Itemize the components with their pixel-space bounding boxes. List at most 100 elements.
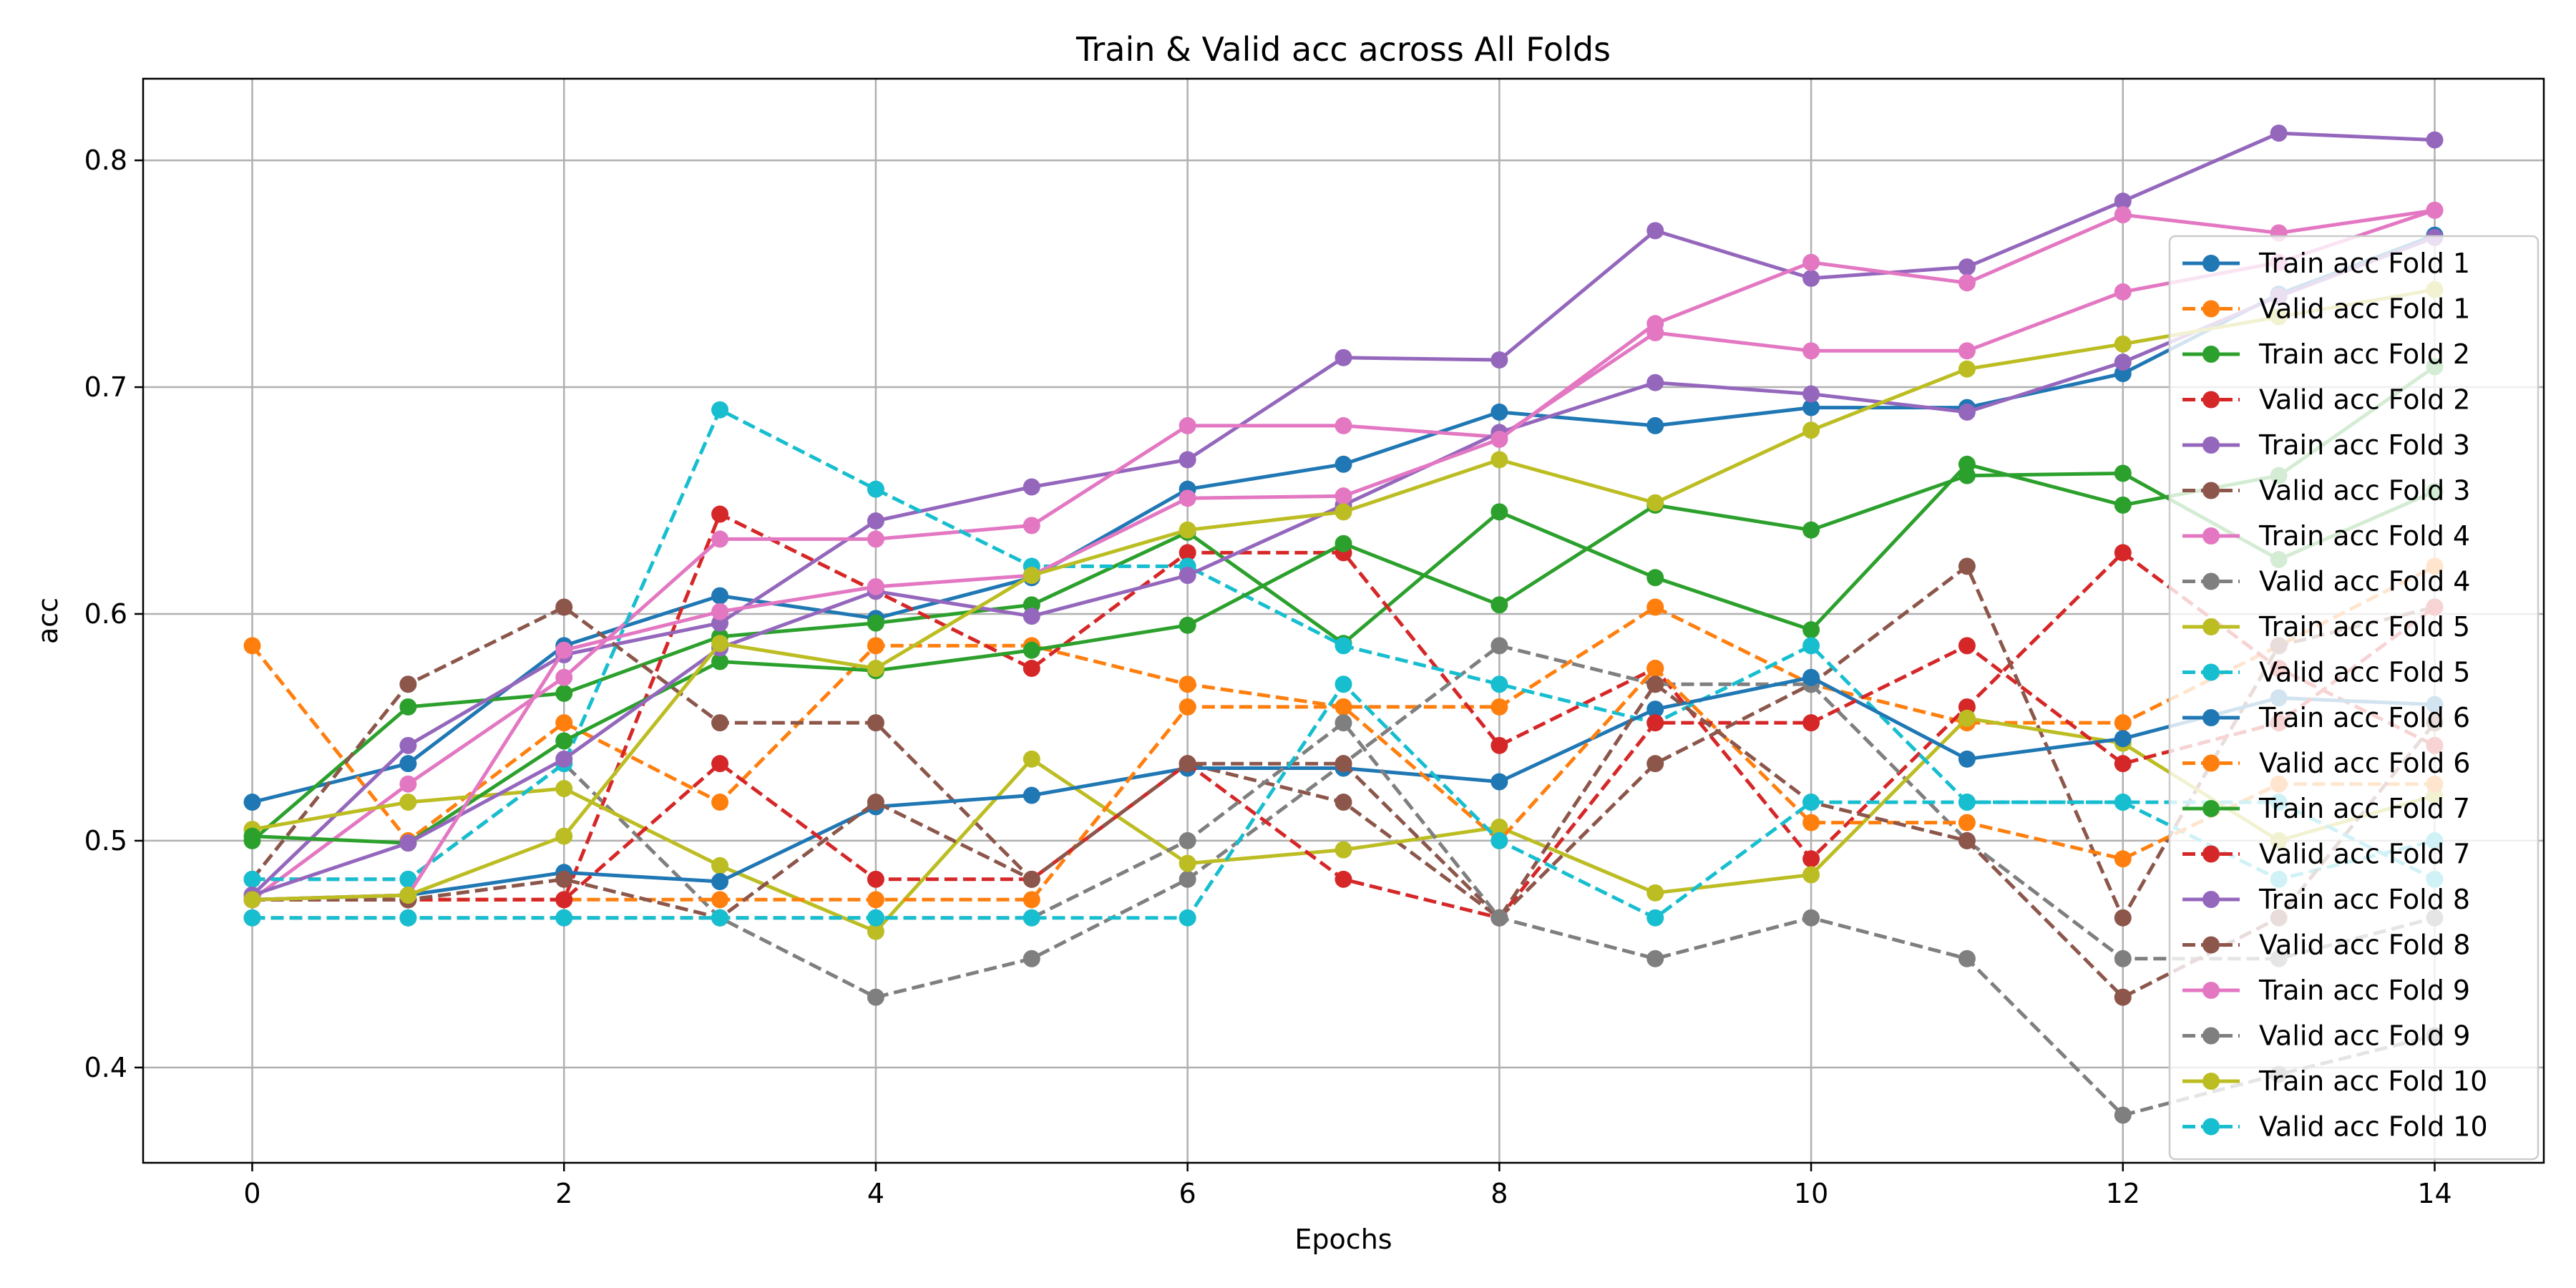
data-point <box>1802 421 1820 439</box>
legend-marker <box>2202 663 2220 681</box>
x-tick-label: 10 <box>1794 1178 1828 1209</box>
data-point <box>2114 755 2132 773</box>
data-point <box>1023 641 1040 659</box>
data-point <box>1802 269 1820 287</box>
data-point <box>2114 714 2132 732</box>
data-point <box>1491 503 1508 521</box>
data-point <box>1646 755 1664 773</box>
data-point <box>1491 831 1508 849</box>
data-point <box>1958 750 1976 768</box>
data-point <box>1646 416 1664 434</box>
data-point <box>1491 596 1508 614</box>
data-point <box>1335 487 1352 505</box>
data-point <box>399 675 417 693</box>
data-point <box>555 684 573 702</box>
series-layer <box>243 125 2444 1124</box>
legend-label: Valid acc Fold 6 <box>2259 748 2470 779</box>
data-point <box>243 637 261 655</box>
data-point <box>711 872 729 890</box>
legend-label: Valid acc Fold 7 <box>2259 839 2470 870</box>
chart-title: Train & Valid acc across All Folds <box>1075 30 1611 69</box>
legend-marker <box>2202 936 2220 954</box>
data-point <box>711 653 729 670</box>
data-point <box>1335 348 1352 366</box>
data-point <box>1179 416 1196 434</box>
data-point <box>1802 637 1820 655</box>
x-tick-label: 0 <box>243 1178 260 1209</box>
data-point <box>1646 494 1664 512</box>
data-point <box>1491 430 1508 448</box>
data-point <box>2426 131 2444 149</box>
data-point <box>867 922 884 940</box>
x-tick-label: 2 <box>555 1178 572 1209</box>
data-point <box>2114 1106 2132 1124</box>
series-17 <box>243 201 2444 909</box>
data-point <box>1958 831 1976 849</box>
y-tick-label: 0.5 <box>84 825 127 857</box>
data-point <box>867 577 884 595</box>
x-tick-label: 6 <box>1179 1178 1196 1209</box>
data-point <box>1802 794 1820 811</box>
data-point <box>1023 909 1040 927</box>
data-point <box>243 909 261 927</box>
data-point <box>1335 637 1352 655</box>
data-point <box>1646 950 1664 967</box>
data-point <box>867 891 884 909</box>
data-point <box>1491 403 1508 421</box>
legend-label: Train acc Fold 2 <box>2258 338 2470 370</box>
data-point <box>555 732 573 750</box>
data-point <box>1646 315 1664 333</box>
data-point <box>2114 464 2132 482</box>
data-point <box>2114 909 2132 927</box>
data-point <box>1179 489 1196 507</box>
data-point <box>555 780 573 798</box>
data-point <box>1802 909 1820 927</box>
data-point <box>1179 544 1196 562</box>
legend-label: Train acc Fold 9 <box>2258 975 2470 1006</box>
data-point <box>1179 567 1196 585</box>
data-point <box>1646 714 1664 732</box>
data-point <box>399 834 417 852</box>
data-point <box>1023 517 1040 535</box>
data-point <box>867 660 884 678</box>
data-point <box>1646 598 1664 616</box>
data-point <box>1646 675 1664 693</box>
legend-label: Valid acc Fold 8 <box>2259 930 2470 961</box>
data-point <box>1646 884 1664 902</box>
legend-marker <box>2202 391 2220 409</box>
legend-marker <box>2202 982 2220 999</box>
data-point <box>2114 283 2132 301</box>
data-point <box>1802 253 1820 271</box>
data-point <box>1335 535 1352 552</box>
data-point <box>399 794 417 811</box>
data-point <box>1491 637 1508 655</box>
data-point <box>867 530 884 548</box>
legend-label: Valid acc Fold 3 <box>2259 475 2470 507</box>
data-point <box>2114 850 2132 868</box>
data-point <box>399 755 417 773</box>
data-point <box>555 891 573 909</box>
y-axis-label: acc <box>32 597 64 644</box>
data-point <box>2114 950 2132 967</box>
data-point <box>1023 660 1040 678</box>
x-tick-label: 14 <box>2417 1178 2451 1209</box>
data-point <box>243 827 261 845</box>
data-point <box>711 505 729 523</box>
data-point <box>1958 342 1976 360</box>
legend-label: Valid acc Fold 4 <box>2259 566 2470 597</box>
data-point <box>1958 274 1976 292</box>
data-point <box>1802 814 1820 831</box>
data-point <box>1491 909 1508 927</box>
data-point <box>399 887 417 904</box>
data-point <box>867 870 884 888</box>
data-point <box>1179 521 1196 539</box>
data-point <box>1179 870 1196 888</box>
data-point <box>399 698 417 716</box>
legend-label: Valid acc Fold 9 <box>2259 1020 2470 1052</box>
data-point <box>1802 850 1820 868</box>
x-tick-label: 8 <box>1491 1178 1508 1209</box>
data-point <box>867 637 884 655</box>
legend-marker <box>2202 1027 2220 1045</box>
data-point <box>867 512 884 530</box>
data-point <box>2114 335 2132 353</box>
